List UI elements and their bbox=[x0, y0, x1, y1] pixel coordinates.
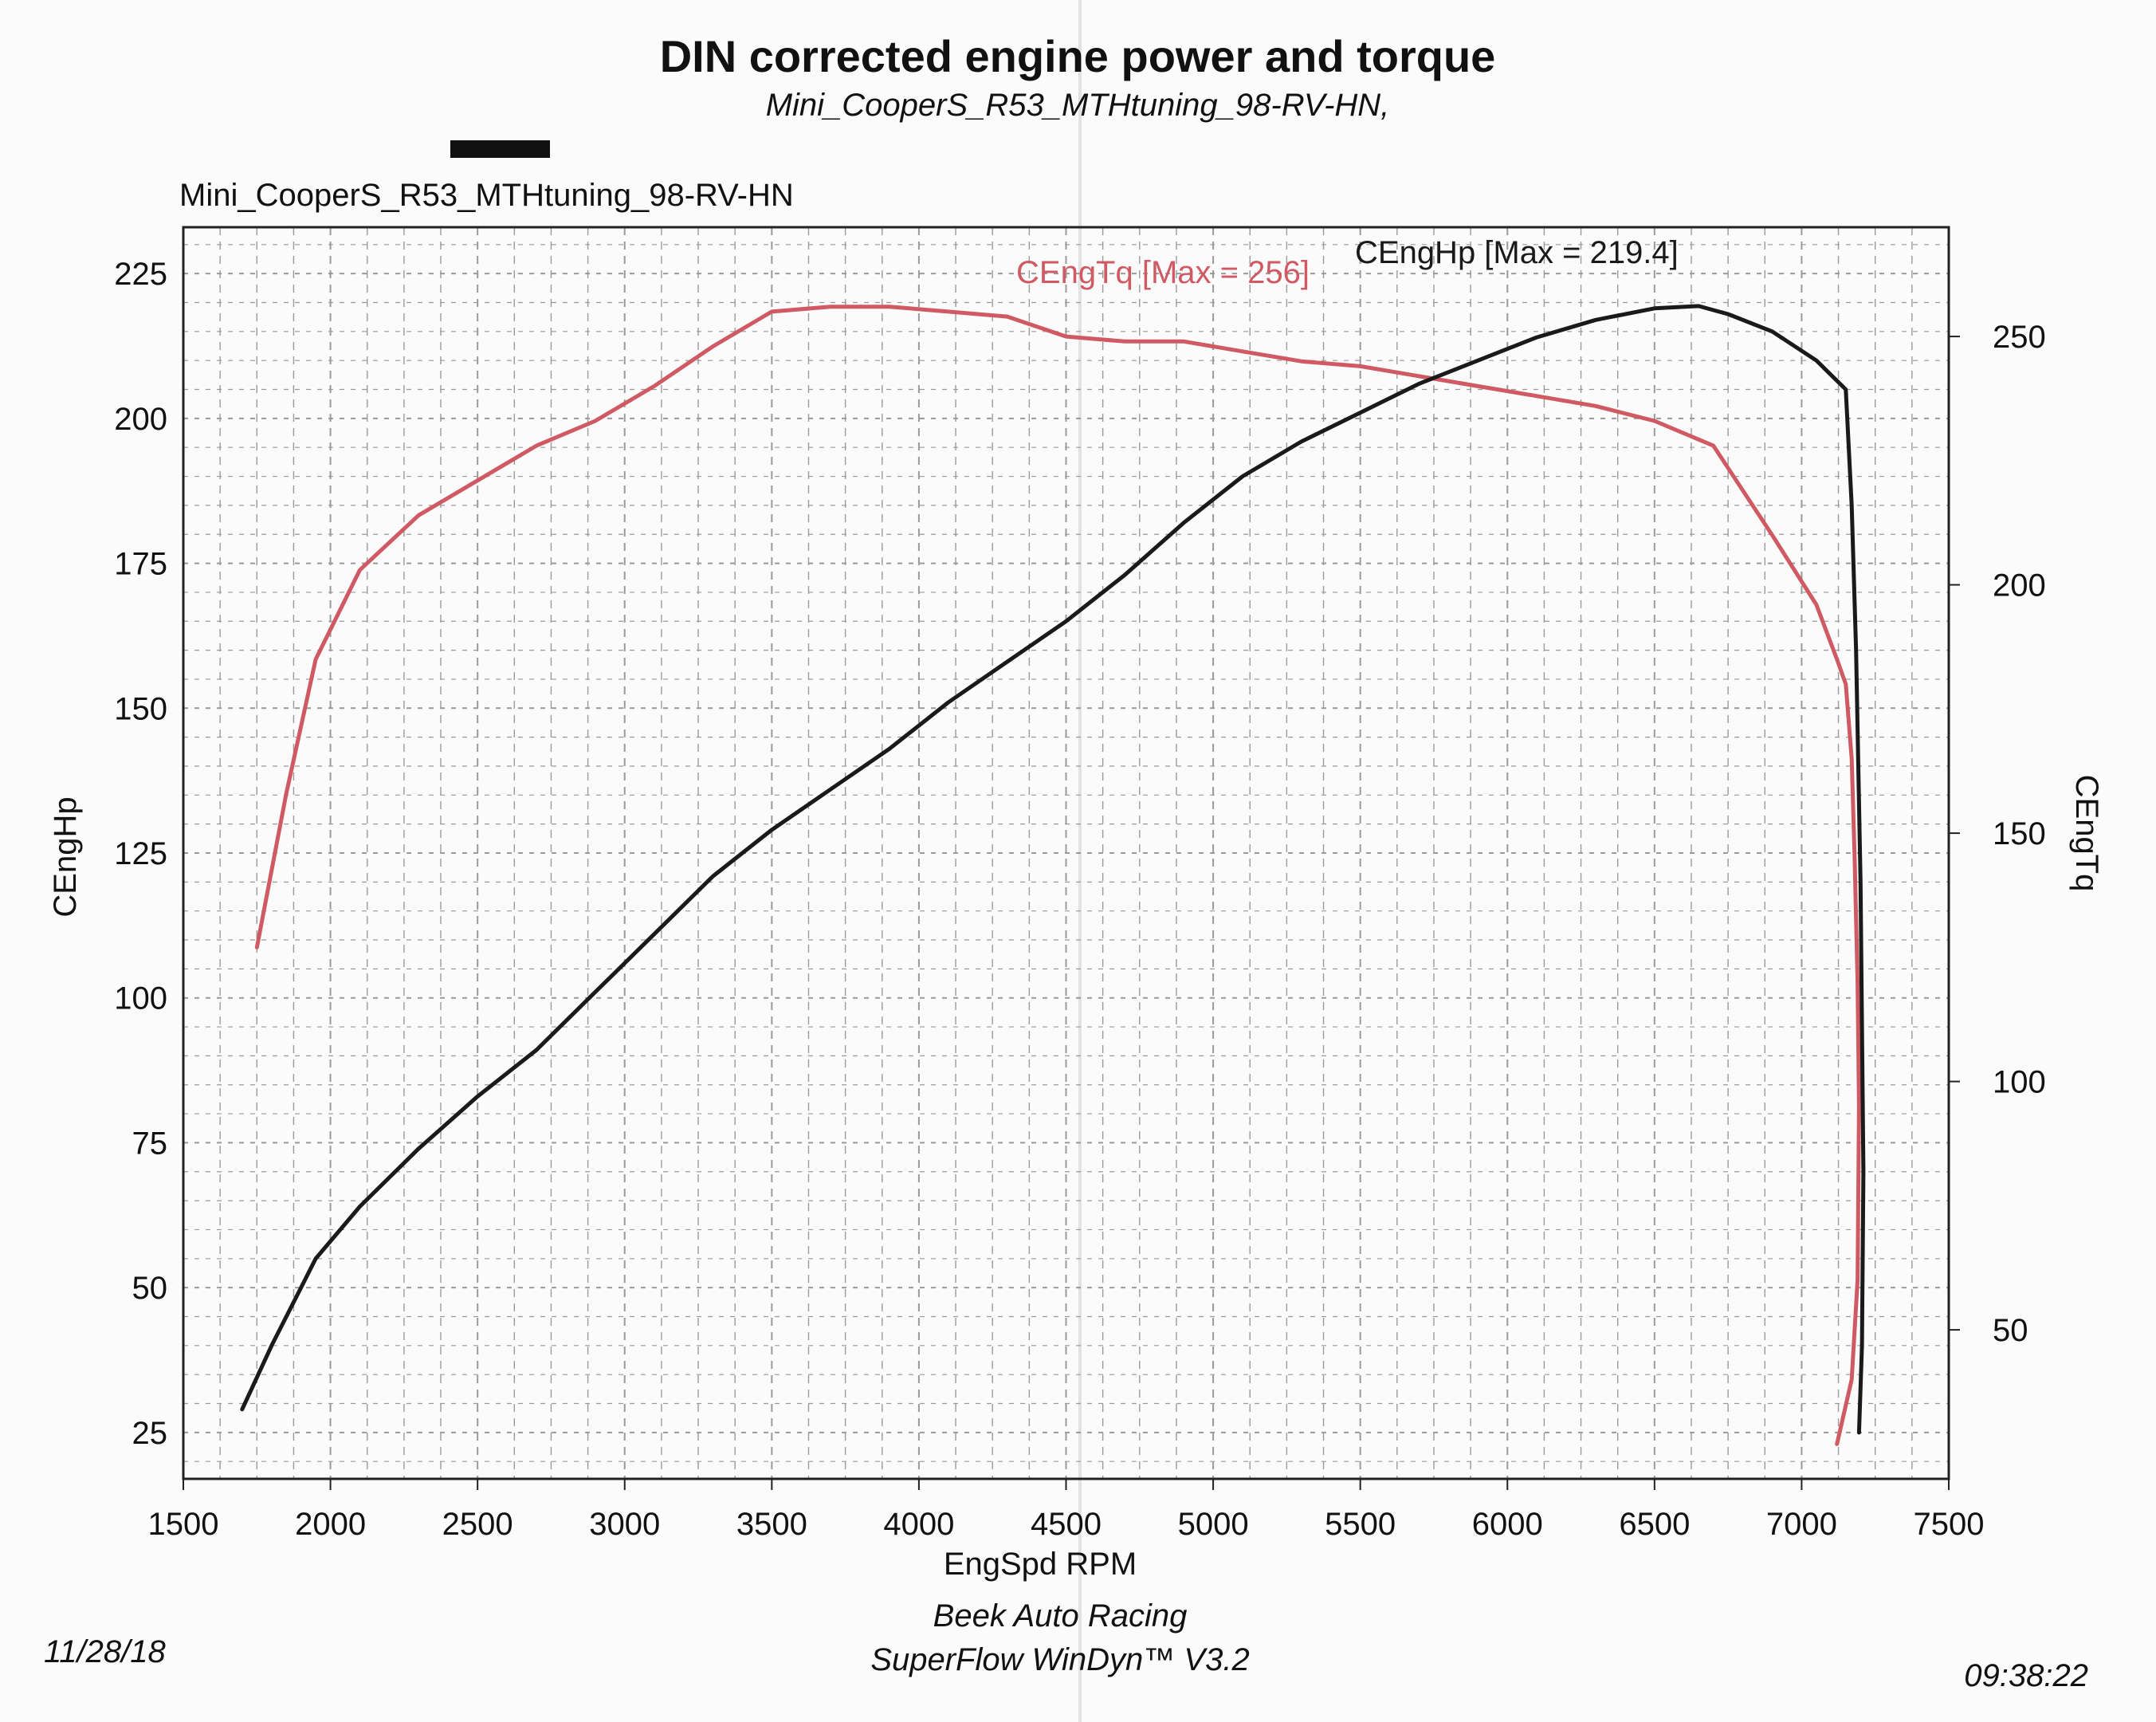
y-left-axis-ticks: 25 50 75 100 125 150 175 200 225 bbox=[114, 257, 167, 1451]
chart-series-layer bbox=[240, 304, 1866, 1446]
x-tick-label: 6500 bbox=[1619, 1507, 1690, 1542]
y-left-tick-label: 150 bbox=[114, 691, 167, 726]
x-tick-label: 3000 bbox=[589, 1507, 660, 1542]
x-axis-ticks: 1500 2000 2500 3000 3500 4000 4500 5000 5500 6000… bbox=[148, 1479, 1985, 1542]
x-tick-label: 4500 bbox=[1031, 1507, 1102, 1542]
y-left-tick-label: 50 bbox=[132, 1271, 168, 1306]
y-left-tick-label: 225 bbox=[114, 257, 167, 292]
y-right-tick-label: 150 bbox=[1993, 816, 2046, 851]
software-name: SuperFlow WinDyn™ V3.2 bbox=[870, 1642, 1249, 1677]
x-tick-label: 5500 bbox=[1325, 1507, 1396, 1542]
y-right-axis-label: CEngTq bbox=[2069, 775, 2104, 892]
power-curve bbox=[240, 304, 1866, 1435]
x-tick-label: 4000 bbox=[883, 1507, 954, 1542]
x-tick-label: 6000 bbox=[1472, 1507, 1543, 1542]
y-left-axis-label: CEngHp bbox=[48, 796, 83, 917]
x-tick-label: 7000 bbox=[1766, 1507, 1837, 1542]
legend-torque: CEngTq [Max = 256] bbox=[1016, 255, 1310, 290]
x-tick-label: 2500 bbox=[442, 1507, 513, 1542]
y-right-tick-label: 200 bbox=[1993, 568, 2046, 603]
x-axis-label: EngSpd RPM bbox=[944, 1547, 1137, 1582]
run-name: Mini_CooperS_R53_MTHtuning_98-RV-HN bbox=[179, 178, 794, 213]
legend-power: CEngHp [Max = 219.4] bbox=[1355, 235, 1679, 270]
y-left-tick-label: 200 bbox=[114, 402, 167, 437]
y-left-tick-label: 75 bbox=[132, 1126, 168, 1161]
y-left-tick-label: 25 bbox=[132, 1416, 168, 1451]
y-right-tick-label: 100 bbox=[1993, 1065, 2046, 1100]
y-right-tick-label: 50 bbox=[1993, 1313, 2028, 1348]
y-left-tick-label: 175 bbox=[114, 547, 167, 582]
y-right-axis-ticks: 50 100 150 200 250 bbox=[1949, 320, 2046, 1348]
x-tick-label: 3500 bbox=[736, 1507, 807, 1542]
torque-curve bbox=[254, 305, 1861, 1446]
print-date: 11/28/18 bbox=[44, 1634, 166, 1669]
redaction-bar bbox=[450, 140, 550, 158]
chart-subtitle: Mini_CooperS_R53_MTHtuning_98-RV-HN, bbox=[766, 88, 1390, 123]
x-tick-label: 1500 bbox=[148, 1507, 219, 1542]
y-right-tick-label: 250 bbox=[1993, 320, 2046, 355]
y-left-tick-label: 125 bbox=[114, 836, 167, 871]
shop-name: Beek Auto Racing bbox=[933, 1598, 1188, 1634]
y-left-tick-label: 100 bbox=[114, 981, 167, 1016]
chart-title: DIN corrected engine power and torque bbox=[660, 31, 1496, 81]
x-tick-label: 5000 bbox=[1178, 1507, 1249, 1542]
x-tick-label: 2000 bbox=[295, 1507, 366, 1542]
x-tick-label: 7500 bbox=[1914, 1507, 1985, 1542]
print-time: 09:38:22 bbox=[1964, 1658, 2088, 1693]
